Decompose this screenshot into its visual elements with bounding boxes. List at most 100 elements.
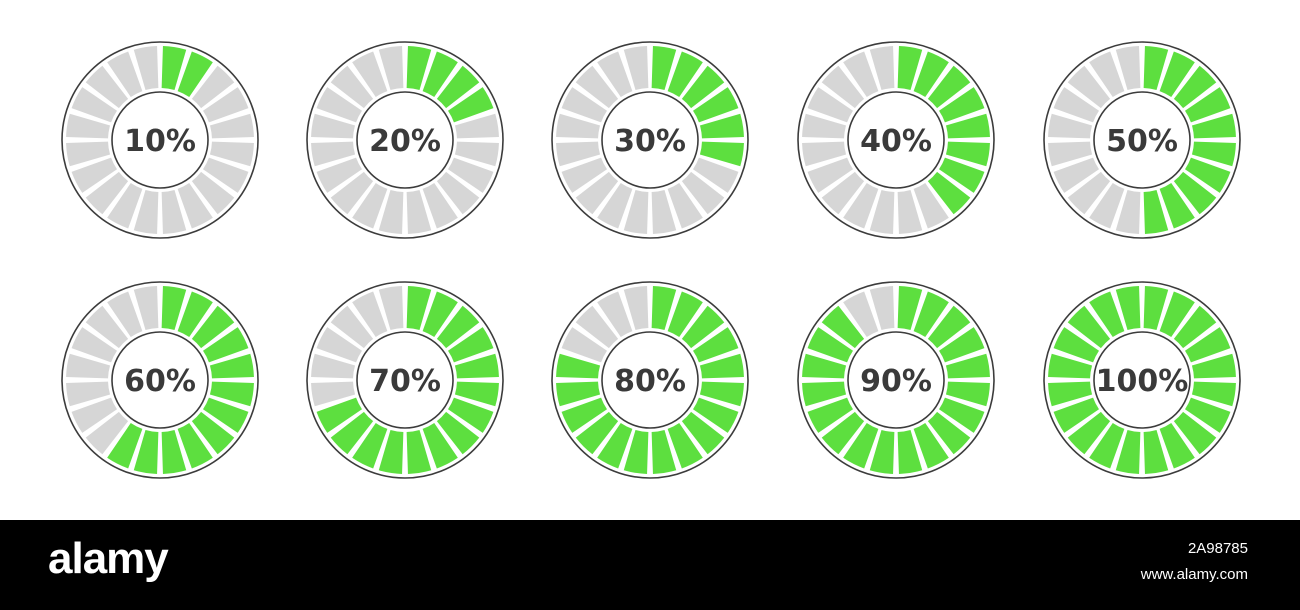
- ring-inner-circle: [601, 331, 699, 429]
- ring-segment-filled: [1159, 51, 1195, 97]
- ring-segment-empty: [448, 157, 494, 193]
- ring-segment-filled: [575, 411, 619, 455]
- ring-segment-empty: [1067, 171, 1111, 215]
- ring-segment-filled: [436, 65, 480, 109]
- ring-segment-empty: [575, 305, 619, 349]
- progress-ring: 50%: [1043, 41, 1241, 239]
- ring-segment-filled: [693, 327, 739, 363]
- percent-label: 90%: [860, 364, 932, 399]
- ring-segment-empty: [575, 171, 619, 215]
- ring-segment-empty: [133, 286, 159, 331]
- ring-segment-filled: [1173, 171, 1217, 215]
- ring-segment-empty: [203, 87, 249, 123]
- ring-inner-circle: [847, 331, 945, 429]
- ring-segment-filled: [1089, 291, 1125, 337]
- ring-segment-empty: [191, 171, 235, 215]
- ring-segment-empty: [667, 183, 703, 229]
- ring-segment-filled: [556, 353, 601, 379]
- ring-segment-empty: [1048, 141, 1093, 167]
- ring-segment-empty: [107, 291, 143, 337]
- ring-segment-filled: [897, 46, 923, 91]
- ring-segment-filled: [406, 46, 432, 91]
- ring-segment-filled: [693, 87, 739, 123]
- ring-segment-filled: [939, 327, 985, 363]
- ring-segment-filled: [133, 429, 159, 474]
- ring-segment-filled: [1143, 286, 1169, 331]
- ring-segment-empty: [913, 183, 949, 229]
- ring-segment-filled: [1173, 411, 1217, 455]
- ring-segment-filled: [927, 65, 971, 109]
- ring-segment-empty: [807, 87, 853, 123]
- ring-segment-empty: [133, 46, 159, 91]
- ring-segment-empty: [1053, 157, 1099, 193]
- ring-segment-empty: [71, 397, 117, 433]
- ring-segment-empty: [561, 157, 607, 193]
- ring-segment-filled: [807, 327, 853, 363]
- ring-segment-filled: [1143, 429, 1169, 474]
- ring-segment-filled: [1191, 141, 1236, 167]
- ring-inner-circle: [111, 331, 209, 429]
- progress-ring: 100%: [1043, 281, 1241, 479]
- ring-segment-empty: [556, 113, 601, 139]
- ring-segment-empty: [821, 171, 865, 215]
- ring-segment-filled: [1089, 423, 1125, 469]
- ring-segment-filled: [556, 381, 601, 407]
- progress-ring: 20%: [306, 41, 504, 239]
- ring-segment-filled: [1173, 305, 1217, 349]
- ring-segment-empty: [133, 189, 159, 234]
- ring-segment-filled: [821, 411, 865, 455]
- ring-segment-empty: [869, 46, 895, 91]
- ring-segment-filled: [378, 429, 404, 474]
- ring-segment-filled: [203, 327, 249, 363]
- ring-segment-filled: [422, 291, 458, 337]
- ring-segment-empty: [807, 157, 853, 193]
- ring-segment-empty: [454, 113, 499, 139]
- ring-segment-empty: [1089, 183, 1125, 229]
- ring-segment-filled: [939, 157, 985, 193]
- ring-segment-filled: [1067, 305, 1111, 349]
- ring-segment-filled: [927, 411, 971, 455]
- percent-label: 60%: [124, 364, 196, 399]
- ring-segment-filled: [422, 423, 458, 469]
- ring-segment-empty: [311, 381, 356, 407]
- ring-segment-empty: [681, 171, 725, 215]
- ring-inner-circle: [1093, 91, 1191, 189]
- ring-segment-empty: [575, 65, 619, 109]
- ring-segment-filled: [597, 423, 633, 469]
- ring-segment-empty: [802, 113, 847, 139]
- progress-ring: 90%: [797, 281, 995, 479]
- ring-segment-filled: [1191, 113, 1236, 139]
- ring-segment-empty: [311, 353, 356, 379]
- ring-segment-empty: [623, 189, 649, 234]
- ring-segment-filled: [699, 381, 744, 407]
- ring-segment-empty: [821, 65, 865, 109]
- percent-label: 30%: [614, 124, 686, 159]
- ring-segment-filled: [945, 113, 990, 139]
- ring-segment-filled: [699, 113, 744, 139]
- ring-segment-filled: [436, 411, 480, 455]
- ring-segment-empty: [85, 305, 129, 349]
- ring-segment-filled: [1115, 286, 1141, 331]
- ring-segment-filled: [667, 51, 703, 97]
- ring-segment-filled: [821, 305, 865, 349]
- ring-segment-empty: [66, 113, 111, 139]
- ring-segment-empty: [1048, 113, 1093, 139]
- ring-segment-filled: [177, 423, 213, 469]
- ring-segment-empty: [561, 87, 607, 123]
- ring-segment-empty: [1067, 65, 1111, 109]
- ring-segment-filled: [945, 381, 990, 407]
- ring-segment-filled: [945, 141, 990, 167]
- ring-segment-empty: [1053, 87, 1099, 123]
- ring-segment-filled: [1191, 353, 1236, 379]
- ring-segment-filled: [913, 51, 949, 97]
- progress-indicators: 10% 20% 30% 40% 50% 60% 70% 80% 90% 100%: [61, 41, 1241, 479]
- ring-segment-filled: [1067, 411, 1111, 455]
- percent-label: 50%: [1106, 124, 1178, 159]
- ring-segment-empty: [869, 286, 895, 331]
- ring-segment-empty: [378, 189, 404, 234]
- ring-segment-filled: [939, 397, 985, 433]
- ring-segment-filled: [454, 381, 499, 407]
- ring-segment-filled: [802, 381, 847, 407]
- progress-ring: 40%: [797, 41, 995, 239]
- ring-segment-empty: [597, 291, 633, 337]
